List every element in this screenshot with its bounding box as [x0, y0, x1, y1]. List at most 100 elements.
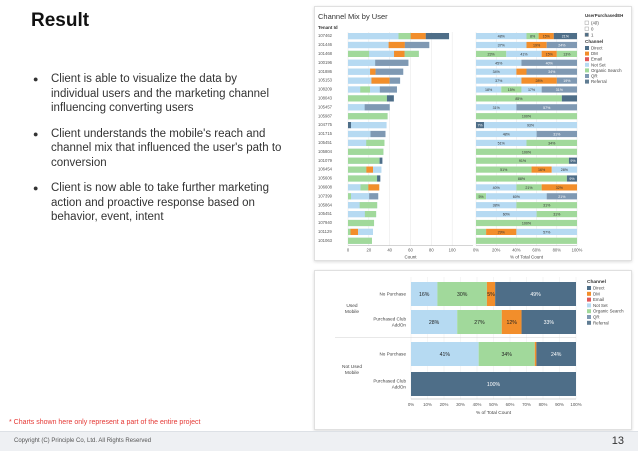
count-bar-segment [348, 184, 361, 191]
percent-data-label: 28% [536, 79, 544, 83]
legend-swatch [587, 286, 591, 290]
percent-bar-segment [561, 95, 577, 102]
percent-bar-segment [476, 95, 562, 102]
user-id-label: 105987 [318, 113, 333, 118]
percent-bar-segment [541, 50, 557, 57]
user-id-label: 108209 [318, 87, 333, 92]
count-bar-segment [404, 41, 430, 49]
legend-swatch [587, 315, 591, 319]
percent-data-label: 85% [515, 97, 523, 101]
count-bar-segment [348, 33, 399, 40]
percent-data-label: 21% [525, 186, 533, 190]
count-bar-segment [375, 68, 404, 75]
user-id-label: 108043 [318, 96, 333, 101]
count-bar-segment [404, 50, 419, 57]
x-tick-label: 50% [489, 402, 498, 407]
user-id-label: 107940 [318, 220, 333, 225]
count-bar-segment [348, 59, 376, 66]
user-id-label: 105864 [318, 202, 333, 207]
percent-data-label: 34% [493, 70, 501, 74]
percent-bar-segment [476, 122, 485, 129]
channel-mix-by-user-chart: Channel Mix by User Tenant Id 107462 48% 8% 1… [314, 6, 632, 261]
percent-data-label: 48% [498, 35, 506, 39]
legend-swatch [585, 74, 589, 78]
percent-bar-segment [476, 77, 522, 84]
percent-data-label: 60% [503, 213, 511, 217]
legend-swatch [585, 51, 589, 56]
percent-data-label: 60% [513, 195, 521, 199]
percent-data-label: 18% [485, 88, 493, 92]
percent-bar-segment [476, 41, 527, 49]
percent-bar-segment [551, 166, 577, 173]
bar-data-label: 34% [502, 352, 513, 358]
count-bar-segment [348, 41, 389, 49]
percent-bar-segment [506, 50, 542, 57]
filter-option-label: 1 [591, 32, 594, 37]
x-axis-title: % of Total Count [476, 410, 512, 416]
percent-data-label: 100% [522, 150, 532, 154]
percent-bar-segment [476, 237, 577, 244]
count-bar-segment [348, 237, 372, 244]
filter-checkbox[interactable] [584, 32, 589, 37]
percent-bar-segment [536, 130, 577, 138]
legend-item-label: Organic Search [591, 68, 622, 73]
channel-mix-by-user-svg: Channel Mix by User Tenant Id 107462 48% 8% 1… [318, 12, 623, 260]
count-bar-segment [366, 139, 385, 146]
percent-data-label: 29% [498, 230, 506, 234]
count-bar-segment [371, 77, 390, 84]
percent-bar-segment [521, 86, 542, 93]
legend-item-label: Direct [591, 46, 603, 51]
legend-item-label: Referral [593, 320, 609, 325]
user-id-label: 105153 [318, 78, 333, 83]
bar-segment [411, 342, 479, 366]
percent-tick-label: 80% [553, 248, 562, 253]
count-bar-segment [348, 122, 352, 129]
percent-bar-segment [546, 193, 577, 200]
count-bar-segment [375, 59, 409, 66]
legend-swatch [587, 320, 591, 325]
percent-data-label: 15% [543, 35, 551, 39]
x-tick-label: 80% [539, 402, 548, 407]
percent-data-label: 31% [553, 213, 561, 217]
percent-data-label: 57% [543, 106, 551, 110]
bar-data-label: 16% [419, 292, 430, 298]
filter-checkbox[interactable] [584, 26, 589, 31]
count-tick-label: 40 [387, 248, 392, 253]
user-id-label: 105606 [318, 176, 333, 181]
x-tick-label: 10% [423, 402, 432, 407]
user-id-label: 100196 [318, 60, 333, 65]
percent-data-label: 19% [563, 79, 571, 83]
percent-data-label: 16% [538, 168, 546, 172]
legend-swatch [585, 79, 589, 84]
bar-segment [437, 282, 487, 306]
bar-segment [486, 282, 496, 306]
percent-data-label: 100% [522, 222, 532, 226]
user-id-label: 106608 [318, 185, 333, 190]
percent-bar-segment [501, 86, 522, 93]
count-bar-segment [358, 228, 373, 235]
percent-tick-label: 0% [473, 248, 479, 253]
legend-swatch [585, 46, 589, 50]
count-bar-segment [364, 104, 390, 111]
percent-bar-segment [566, 175, 577, 182]
filter-checkbox[interactable] [584, 20, 589, 25]
bar-data-label: 5% [487, 292, 495, 298]
legend-item-label: Organic Search [593, 309, 624, 314]
percent-bar-segment [486, 193, 547, 200]
percent-bar-segment [526, 41, 547, 49]
percent-data-label: 34% [548, 70, 556, 74]
x-tick-label: 30% [456, 402, 465, 407]
count-bar-segment [350, 228, 358, 235]
x-tick-label: 90% [555, 402, 564, 407]
count-tick-label: 60 [408, 248, 413, 253]
percent-bar-segment [531, 166, 552, 173]
bar-data-label: 30% [457, 292, 468, 298]
percent-data-label: 88% [518, 177, 526, 181]
legend-item-label: Not Set [593, 303, 608, 308]
percent-bar-segment [521, 59, 577, 66]
legend-item-label: Not Set [591, 62, 606, 67]
count-bar-segment [386, 95, 394, 102]
count-bar-segment [348, 193, 352, 200]
chart-title: Channel Mix by User [318, 12, 388, 21]
user-id-label: 105457 [318, 104, 333, 109]
